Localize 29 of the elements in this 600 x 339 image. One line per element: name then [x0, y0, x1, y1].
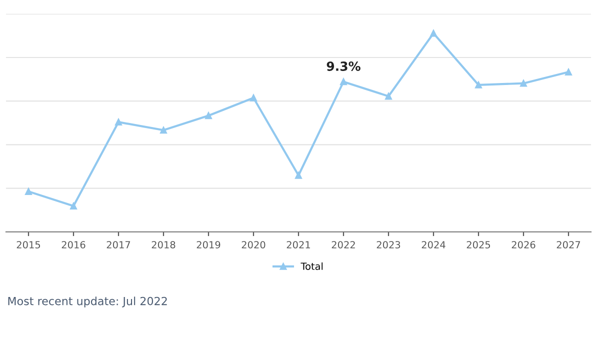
x-tick-label: 2019	[196, 241, 220, 248]
x-tick-label: 2027	[556, 241, 580, 248]
point	[115, 118, 122, 126]
x-tick-label: 2015	[16, 241, 40, 248]
x-tick-label: 2024	[422, 241, 446, 248]
point	[475, 81, 482, 88]
point	[385, 92, 392, 100]
point	[340, 78, 347, 86]
x-tick-label: 2021	[286, 241, 310, 248]
x-tick-label: 2025	[466, 241, 490, 248]
x-tick-label: 2026	[512, 241, 536, 248]
point	[25, 188, 32, 195]
x-tick-label: 2023	[376, 241, 400, 248]
point	[250, 94, 257, 102]
point	[205, 112, 212, 120]
text: Most recent update: Jul 2022	[8, 296, 167, 308]
point	[520, 80, 527, 87]
point	[70, 202, 77, 210]
point	[160, 126, 167, 134]
x-tick-label: 2017	[106, 241, 130, 248]
point	[565, 68, 572, 76]
legend-label: Total	[300, 262, 323, 270]
x-tick-label: 2020	[242, 241, 266, 248]
point	[430, 30, 437, 37]
x-tick-label: 2018	[152, 241, 176, 248]
x-tick-label: 2022	[332, 241, 355, 248]
point	[295, 172, 302, 179]
data-label: 9.3%	[326, 62, 360, 71]
x-tick-label: 2016	[62, 241, 86, 248]
